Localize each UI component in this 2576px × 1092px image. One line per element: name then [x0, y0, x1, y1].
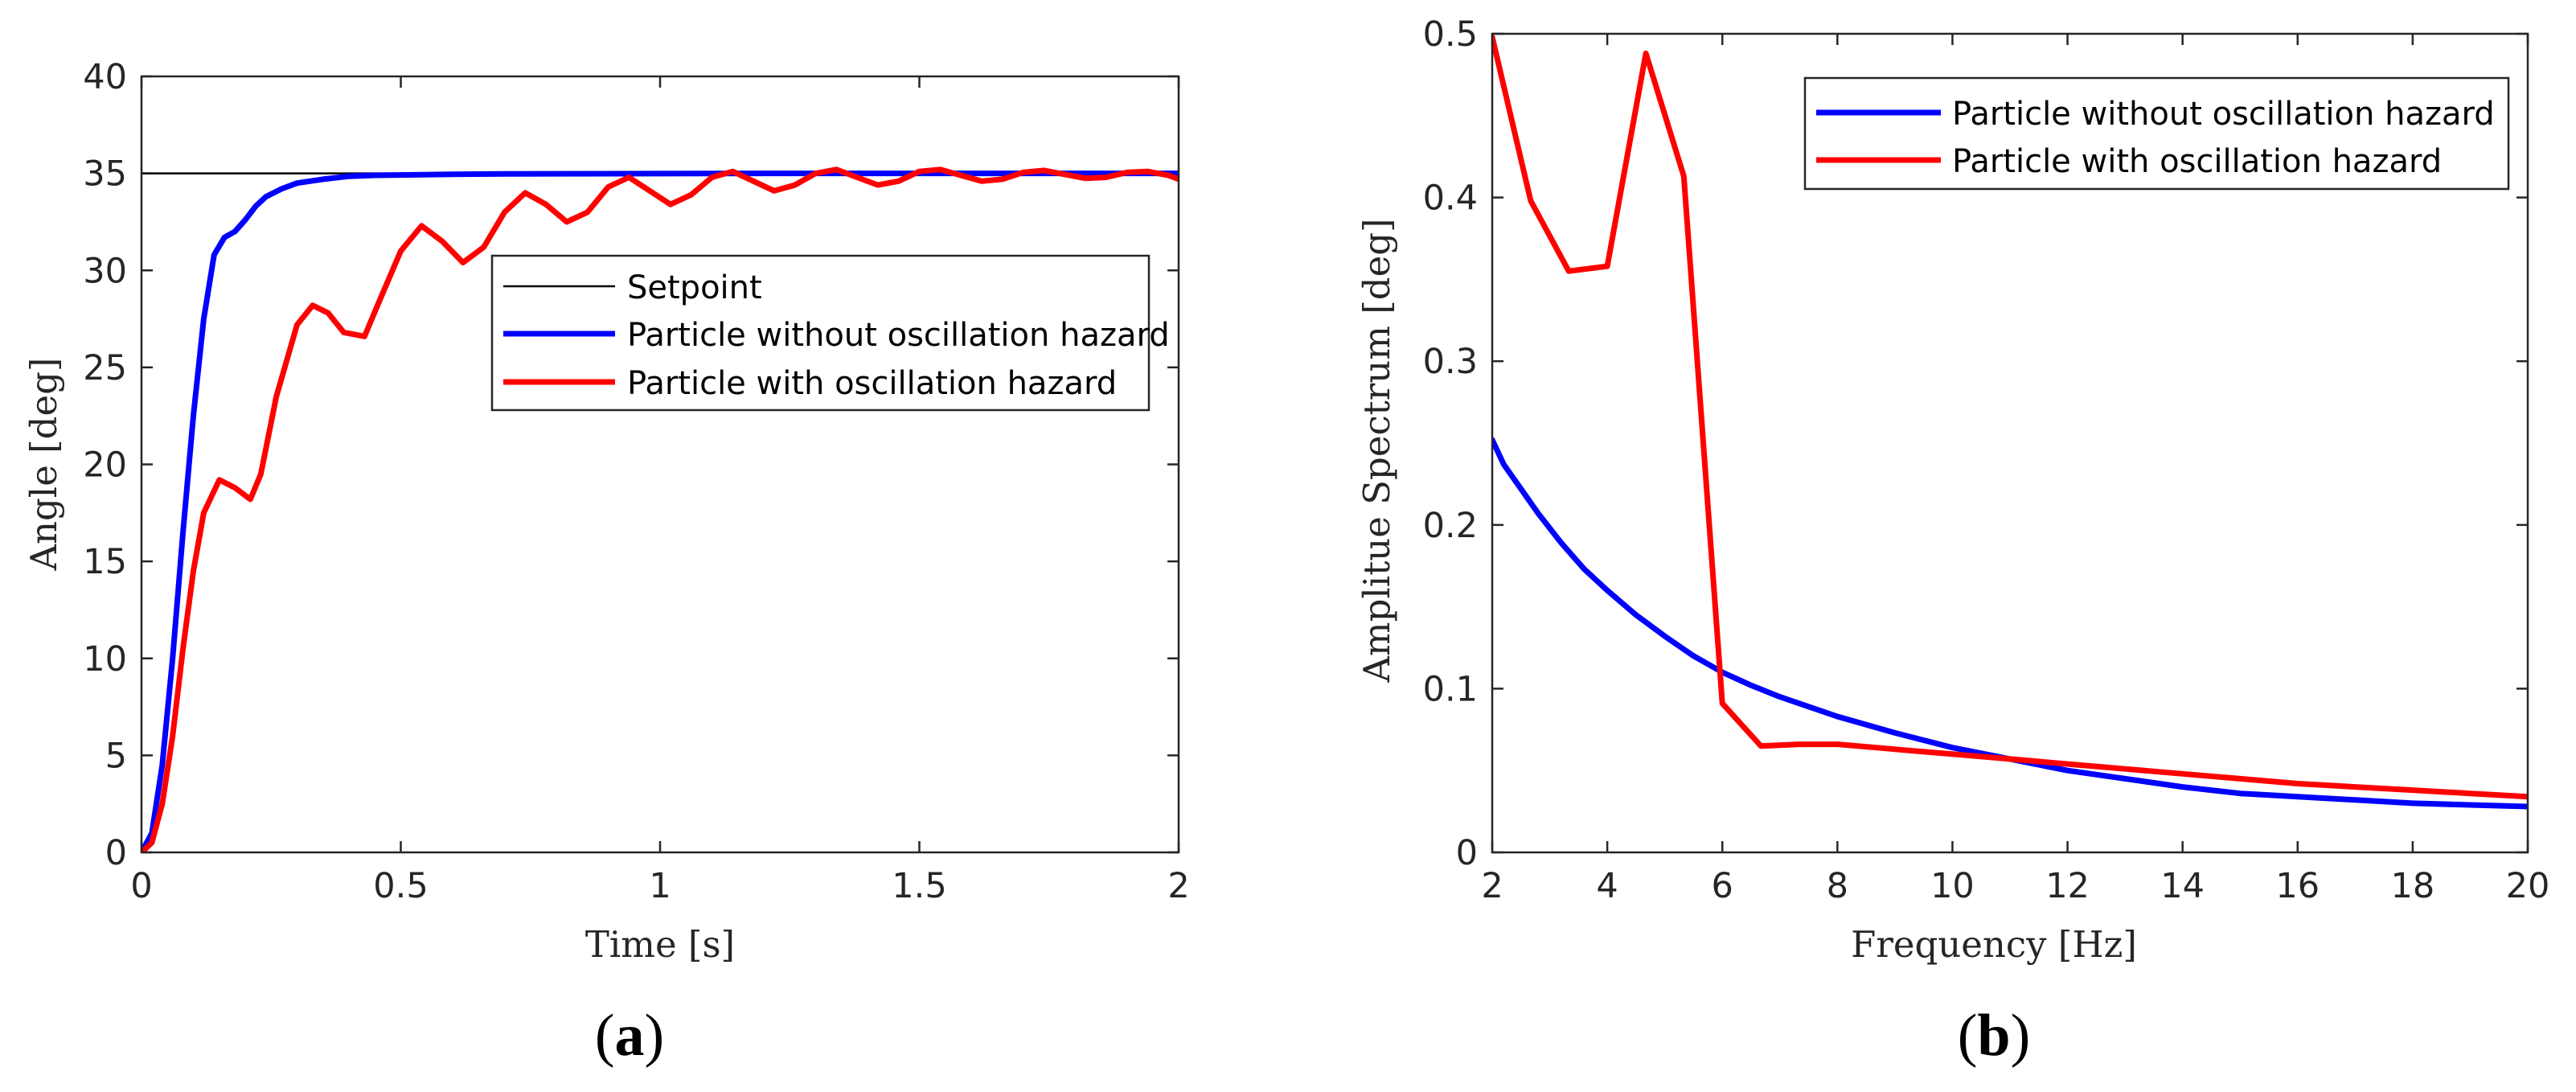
- y-tick-label-b: 0.5: [1423, 14, 1478, 55]
- y-tick-label-a: 40: [83, 57, 127, 97]
- plot-area-a: [142, 76, 1179, 852]
- axes-box-b: [1491, 32, 2529, 854]
- panel-b: 2 4 6 8 10 12 14 16 18 20 0 0.1 0.2 0.3 0.4 0.5 Frequen…: [1356, 14, 2549, 1069]
- x-axis-label-b: Frequency [Hz]: [1851, 923, 2137, 966]
- series-lines-b: [1492, 34, 2528, 810]
- x-tick-label-a: 1: [649, 866, 671, 906]
- series-line-b-particle-with-oscillation-hazard: [1492, 34, 2528, 800]
- y-axis-label-a: Angle [deg]: [23, 358, 65, 572]
- tick-labels-b: 2 4 6 8 10 12 14 16 18 20 0 0.1 0.2 0.3 0.4 0.5: [1423, 14, 2550, 906]
- x-tick-label-a: 2: [1167, 866, 1189, 906]
- x-tick-label-b: 16: [2275, 866, 2320, 906]
- x-tick-label-a: 1.5: [892, 866, 946, 906]
- x-tick-label-b: 8: [1827, 866, 1848, 906]
- panel-caption-a: (a): [595, 1003, 664, 1069]
- x-tick-label-b: 18: [2391, 866, 2435, 906]
- series-line-b-particle-without-oscillation-hazard: [1492, 437, 2528, 810]
- y-tick-label-a: 20: [83, 445, 127, 486]
- x-tick-label-a: 0: [130, 866, 152, 906]
- y-tick-label-a: 10: [83, 639, 127, 679]
- y-tick-label-b: 0: [1456, 833, 1478, 873]
- y-tick-label-a: 5: [105, 736, 127, 776]
- legend-box-b: [1803, 76, 2510, 191]
- x-tick-label-b: 10: [1930, 866, 1975, 906]
- legend-label-without-hazard-b: Particle without oscillation hazard: [1952, 96, 2495, 133]
- x-tick-label-b: 20: [2506, 866, 2550, 906]
- series-lines-a: [142, 166, 1179, 852]
- legend-label-with-hazard-a: Particle with oscillation hazard: [627, 365, 1117, 402]
- axes-box-a: [140, 75, 1180, 854]
- y-tick-label-a: 15: [83, 542, 127, 582]
- legend-label-with-hazard-b: Particle with oscillation hazard: [1952, 143, 2442, 180]
- panel-caption-b: (b): [1958, 1003, 2030, 1069]
- legend-b: Particle without oscillation hazard Part…: [1803, 76, 2510, 191]
- y-tick-label-a: 25: [83, 348, 127, 388]
- legend-label-without-hazard-a: Particle without oscillation hazard: [627, 317, 1170, 354]
- y-tick-label-b: 0.1: [1423, 669, 1478, 709]
- series-line-a-particle-without-oscillation-hazard: [142, 170, 1179, 852]
- legend-a: Setpoint Particle without oscillation ha…: [490, 254, 1170, 412]
- legend-label-setpoint: Setpoint: [627, 269, 762, 306]
- y-tick-label-a: 30: [83, 251, 127, 291]
- x-axis-label-a: Time [s]: [585, 923, 735, 966]
- x-tick-label-b: 12: [2045, 866, 2090, 906]
- series-line-a-particle-with-oscillation-hazard: [142, 166, 1179, 852]
- x-tick-label-a: 0.5: [373, 866, 428, 906]
- x-tick-label-b: 2: [1481, 866, 1503, 906]
- x-tick-label-b: 6: [1712, 866, 1733, 906]
- x-tick-label-b: 4: [1596, 866, 1618, 906]
- x-tick-label-b: 14: [2160, 866, 2205, 906]
- y-tick-label-b: 0.2: [1423, 506, 1478, 546]
- y-tick-label-a: 35: [83, 154, 127, 195]
- y-tick-label-a: 0: [105, 833, 127, 873]
- y-tick-label-b: 0.3: [1423, 342, 1478, 382]
- y-tick-label-b: 0.4: [1423, 179, 1478, 219]
- y-axis-label-b: Amplitue Spectrum [deg]: [1356, 218, 1398, 683]
